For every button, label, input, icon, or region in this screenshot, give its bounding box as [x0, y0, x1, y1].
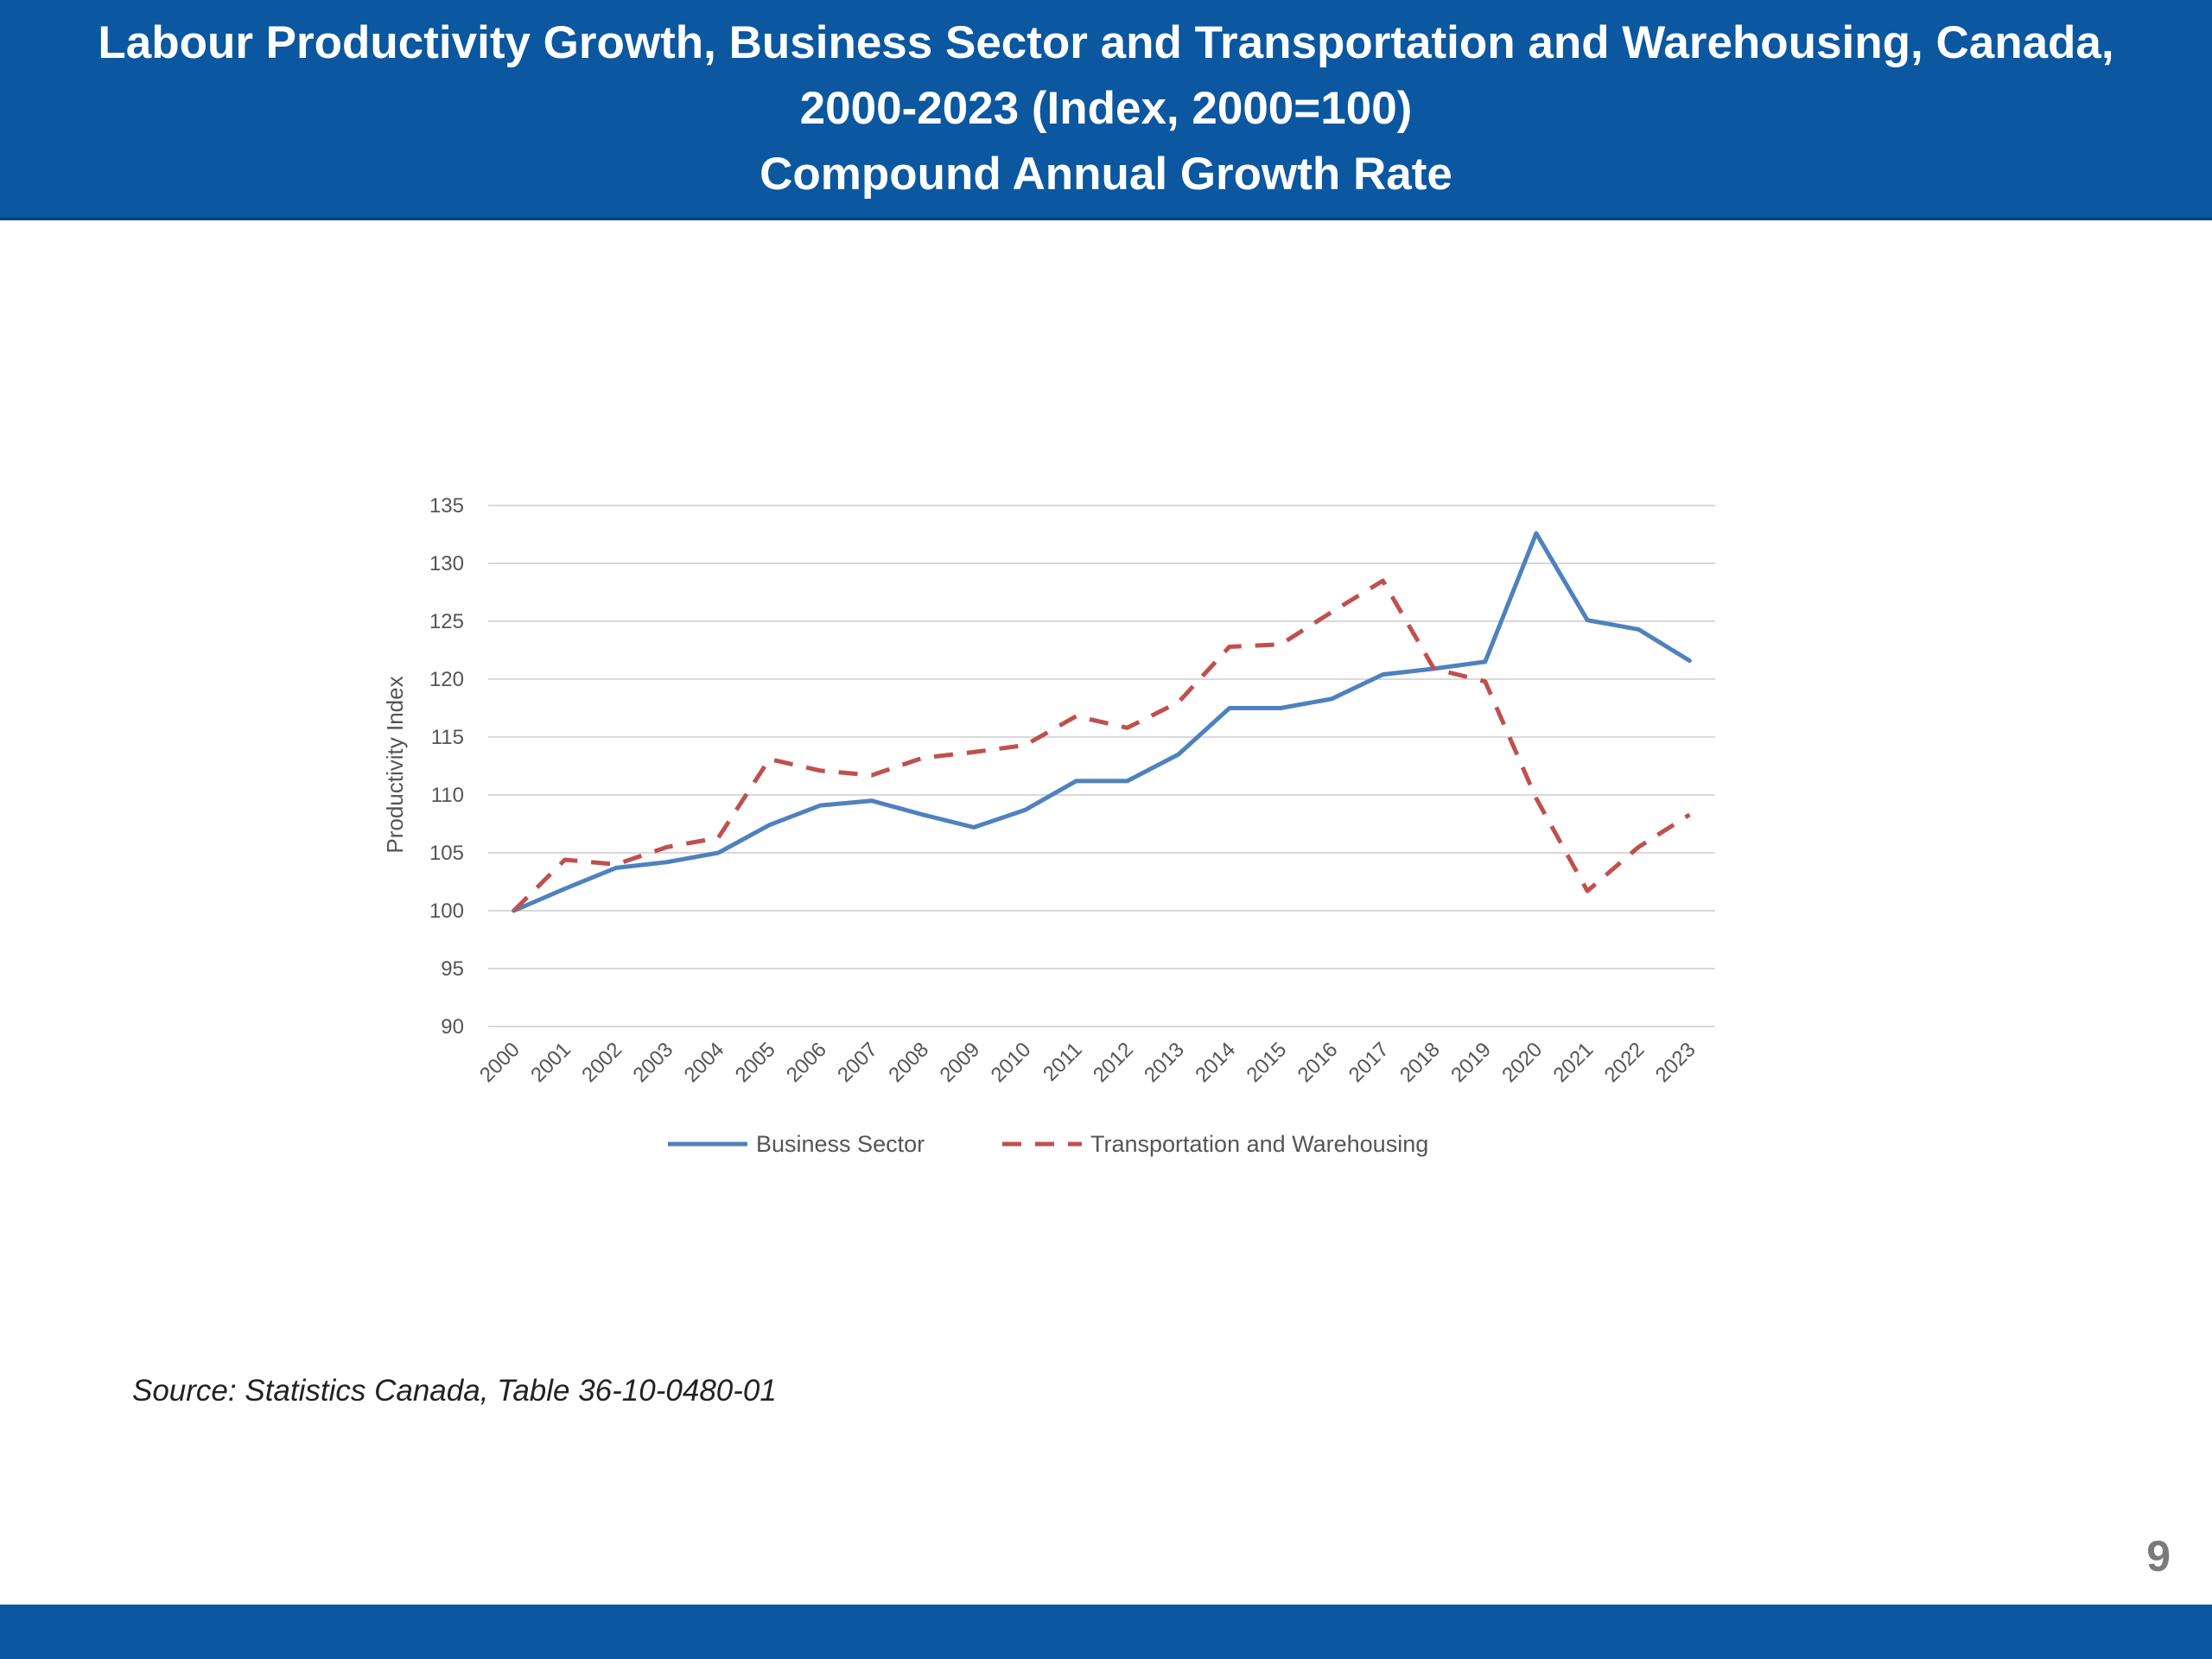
y-axis-ticks: 90 95 100 105 110 115 120 125 130 135 [429, 494, 464, 1039]
chart-gridlines [488, 505, 1715, 1027]
series-line-business-sector [512, 531, 1692, 913]
slide-title-line-3: Compound Annual Growth Rate [760, 149, 1452, 200]
legend-label: Transportation and Warehousing [1090, 1131, 1428, 1157]
y-tick-label: 110 [431, 784, 464, 807]
y-tick-label: 125 [429, 610, 464, 633]
slide-header: Labour Productivity Growth, Business Sec… [0, 0, 2212, 220]
x-tick-label: 2001 [526, 1038, 575, 1087]
x-tick-label: 2004 [680, 1038, 729, 1087]
slide-title-line-1: Labour Productivity Growth, Business Sec… [98, 17, 2114, 68]
x-tick-label: 2015 [1242, 1038, 1291, 1087]
footer-bar [0, 1605, 2212, 1659]
x-tick-label: 2014 [1191, 1038, 1240, 1087]
x-tick-label: 2012 [1089, 1038, 1138, 1087]
legend-label: Business Sector [756, 1131, 925, 1157]
y-tick-label: 105 [429, 842, 464, 865]
series-line-transportation-warehousing [512, 578, 1691, 912]
y-tick-label: 130 [429, 552, 464, 575]
x-tick-label: 2007 [833, 1038, 882, 1087]
y-tick-label: 95 [441, 957, 464, 981]
x-tick-label: 2018 [1395, 1038, 1445, 1087]
x-tick-label: 2009 [935, 1038, 984, 1087]
page-number: 9 [2146, 1532, 2171, 1580]
source-note: Source: Statistics Canada, Table 36-10-0… [132, 1374, 777, 1408]
y-tick-label: 115 [431, 726, 464, 749]
x-tick-label: 2019 [1446, 1038, 1496, 1087]
x-tick-label: 2017 [1344, 1038, 1394, 1087]
x-tick-label: 2000 [475, 1038, 524, 1087]
x-tick-label: 2008 [884, 1038, 933, 1087]
x-tick-label: 2006 [782, 1038, 831, 1087]
x-tick-label: 2010 [987, 1038, 1036, 1087]
x-tick-label: 2011 [1039, 1038, 1087, 1086]
x-tick-label: 2023 [1651, 1038, 1700, 1087]
x-tick-label: 2021 [1548, 1038, 1598, 1087]
slide-title-line-2: 2000-2023 (Index, 2000=100) [799, 83, 1413, 134]
chart-legend: Business Sector Transportation and Wareho… [668, 1131, 1428, 1157]
y-tick-label: 135 [429, 494, 464, 518]
x-tick-label: 2003 [628, 1038, 677, 1087]
chart-series [512, 531, 1692, 913]
y-tick-label: 100 [429, 899, 464, 923]
x-tick-label: 2002 [577, 1038, 626, 1087]
y-axis-title: Productivity Index [382, 676, 408, 853]
x-axis-ticks: 2000 2001 2002 2003 2004 2005 2006 2007 2008 2009… [475, 1038, 1700, 1087]
y-tick-label: 120 [429, 668, 464, 691]
x-tick-label: 2020 [1497, 1038, 1547, 1087]
x-tick-label: 2022 [1600, 1038, 1649, 1087]
x-tick-label: 2016 [1294, 1038, 1343, 1087]
y-tick-label: 90 [441, 1015, 464, 1039]
x-tick-label: 2005 [731, 1038, 780, 1087]
x-tick-label: 2013 [1140, 1038, 1189, 1087]
